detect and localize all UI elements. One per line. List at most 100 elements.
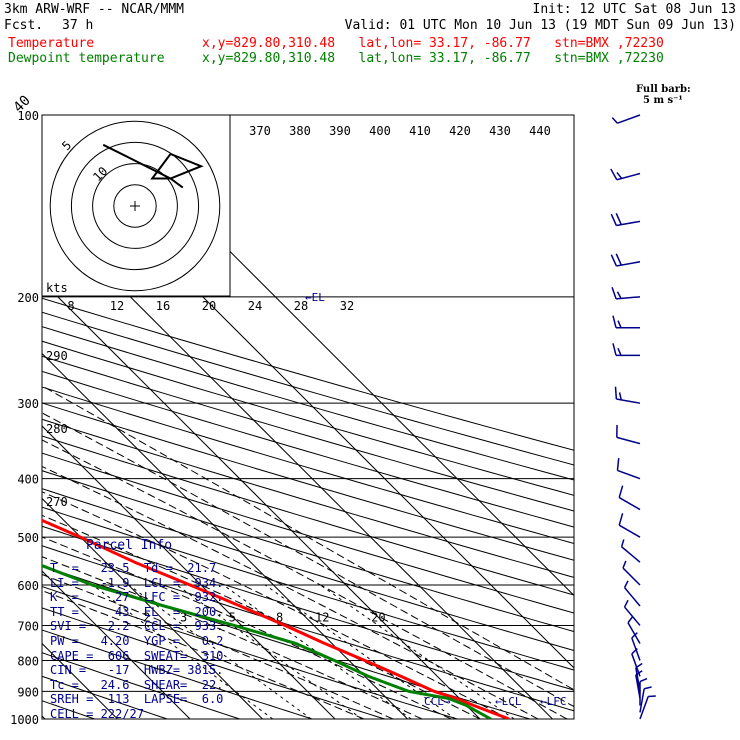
dry-adiabat <box>42 525 574 691</box>
moist-adiabat <box>42 590 365 719</box>
moist-adiabat <box>42 491 510 719</box>
pressure-label: 300 <box>17 397 39 411</box>
isobars <box>42 114 574 720</box>
theta-label: 400 <box>369 124 391 138</box>
init-time: Init: 12 UTC Sat 08 Jun 13 <box>532 2 737 17</box>
wind-barb <box>612 343 640 357</box>
isotherm-line <box>42 497 263 719</box>
pressure-label: 400 <box>17 473 39 487</box>
axis-labels: 1002003004005006007008009001000-80-70-60… <box>10 93 567 727</box>
wind-barb <box>623 580 641 607</box>
wind-barb <box>616 458 641 480</box>
wind-barb <box>610 253 641 267</box>
wind-barbs <box>610 114 656 720</box>
parcel-info-row: Tc = 24.6 SHEAR= 22. <box>50 677 224 692</box>
dry-adiabat <box>42 435 574 596</box>
mixing-ratio-label: 5 <box>229 610 236 624</box>
theta-label: 370 <box>249 124 271 138</box>
dry-adiabat <box>42 297 574 451</box>
moist-adiabat <box>42 536 452 719</box>
theta-label: 420 <box>449 124 471 138</box>
dry-adiabat <box>42 586 458 719</box>
dry-adiabat <box>42 652 240 719</box>
wind-barb <box>639 686 652 713</box>
barb-key-value: 5 m s⁻¹ <box>643 95 683 106</box>
moist-adiabat <box>42 556 423 719</box>
parcel-info-title: Parcel Info <box>86 538 173 553</box>
hodograph-speed-label: 8 <box>67 299 74 313</box>
parcel-info-row: CIN = -17 HWBZ= 3815. <box>50 663 224 678</box>
dry-adiabat <box>42 470 574 633</box>
hodograph-speed-label: 32 <box>340 299 354 313</box>
theta-label: 430 <box>489 124 511 138</box>
theta-label: 410 <box>409 124 431 138</box>
wind-barb <box>627 616 641 644</box>
dry-adiabat <box>42 326 574 481</box>
dewpoint-line <box>42 563 492 719</box>
moist-adiabat <box>42 573 394 719</box>
hodograph-speed-label: 24 <box>248 299 262 313</box>
wind-barb <box>623 599 641 626</box>
wind-barb <box>610 213 641 227</box>
pressure-label: 700 <box>17 619 39 633</box>
parcel-info-row: K = 27 LFC = 932. <box>50 590 224 605</box>
dry-adiabat <box>42 607 385 719</box>
wind-barb <box>618 485 641 511</box>
dry-adiabat <box>42 311 574 466</box>
hodograph <box>102 143 204 189</box>
parcel-info-row: SREH = 113 LAPSE= 6.0 <box>50 692 224 707</box>
dry-adiabats <box>42 297 574 719</box>
isotherm-line <box>42 352 408 719</box>
fcst-label: Fcst. <box>4 18 44 33</box>
dry-adiabat <box>42 675 168 719</box>
hodograph-speed-label: 20 <box>202 299 216 313</box>
theta-e-label: 280 <box>46 422 68 436</box>
wind-barb <box>618 513 641 538</box>
pressure-label: 900 <box>17 685 39 699</box>
fcst-hours: 37 h <box>62 18 94 33</box>
pressure-label: 1000 <box>10 713 39 727</box>
dewpoint-location: x,y=829.80,310.48 lat,lon= 33.17, -86.77… <box>202 51 664 66</box>
pressure-label: 100 <box>17 109 39 123</box>
mixing-ratio-label: 2 <box>143 610 150 624</box>
theta-label: 380 <box>289 124 311 138</box>
wind-barb <box>610 168 641 181</box>
parcel-info-row: CELL = 222/27 <box>50 707 144 721</box>
wind-barb <box>611 114 641 124</box>
mixing-ratio-line <box>223 584 412 719</box>
dry-adiabat <box>42 452 574 614</box>
theta-e-label: 270 <box>46 495 68 509</box>
parcel-info-row: TT = 43 EL = 200. <box>50 604 224 619</box>
parcel-info-row: CAPE = 606 SWEAT= 310 <box>50 648 224 663</box>
sounding-series <box>42 518 510 719</box>
wind-barb <box>620 539 641 563</box>
hodograph-speed-label: 12 <box>110 299 124 313</box>
pressure-label: 600 <box>17 579 39 593</box>
hodograph-ring <box>113 184 157 228</box>
mixing-ratio-label: 8 <box>276 610 283 624</box>
theta-e-label: 290 <box>46 349 68 363</box>
wind-barb <box>639 695 656 720</box>
temperature-legend: Temperature <box>8 36 95 51</box>
dry-adiabat <box>42 488 574 652</box>
model-title: 3km ARW-WRF -- NCAR/MMM <box>4 2 185 17</box>
isotherm-line <box>42 425 336 719</box>
hodograph-unit-label: kts <box>46 281 68 295</box>
wind-barb <box>611 286 641 300</box>
hodograph-speed-label: 28 <box>294 299 308 313</box>
moist-adiabat <box>42 439 568 719</box>
parcel-info-row: PW = 4.20 YGP = 0.2 <box>50 634 224 648</box>
lcl-marker: ←LCL <box>495 695 522 708</box>
wind-barb <box>639 677 648 706</box>
valid-time: Valid: 01 UTC Mon 10 Jun 13 (19 MDT Sun … <box>344 18 736 33</box>
mixing-ratio-label: 3 <box>180 610 187 624</box>
theta-label: 390 <box>329 124 351 138</box>
parcel-info-row: LI = -1.9 LCL = 934. <box>50 575 224 590</box>
isotherm-line <box>42 280 481 719</box>
el-marker: ←EL <box>305 291 325 304</box>
dry-adiabat <box>42 418 574 578</box>
dewpoint-legend: Dewpoint temperature <box>8 51 165 66</box>
dry-adiabat <box>42 506 574 671</box>
pressure-label: 500 <box>17 531 39 545</box>
lfc-marker: ←LFC <box>540 695 567 708</box>
